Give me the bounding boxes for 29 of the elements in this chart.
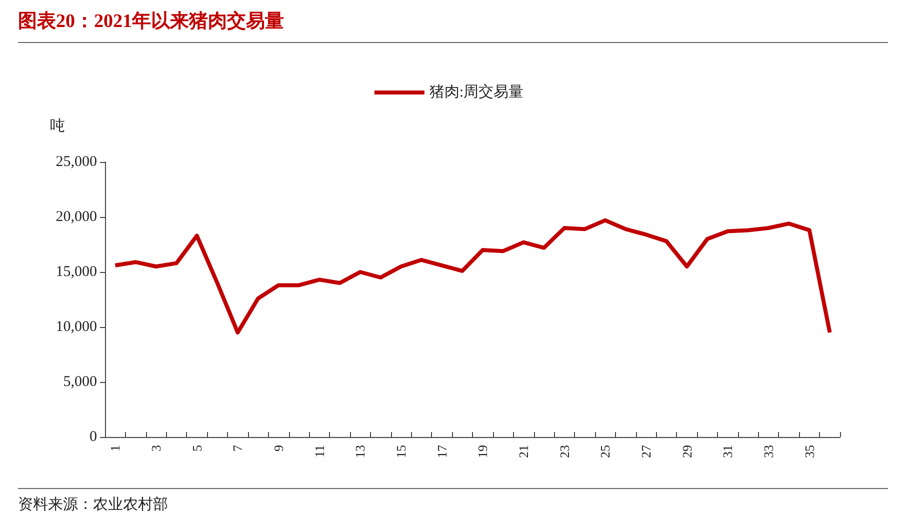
- x-tick-label: 5: [189, 445, 204, 452]
- x-tick-label: 21: [516, 445, 532, 458]
- y-tick-label: 20,000: [56, 209, 97, 225]
- y-tick-label: 15,000: [56, 264, 97, 280]
- text: 资料来源：农业农村部: [18, 488, 888, 514]
- x-tick-label: 19: [475, 445, 490, 458]
- y-tick-label: 25,000: [56, 154, 97, 170]
- y-axis-title: 吨: [50, 118, 65, 134]
- x-tick-label: 13: [352, 445, 368, 458]
- x-tick-label: 3: [148, 445, 164, 452]
- x-tick-label: 7: [230, 444, 246, 452]
- x-tick-label: 33: [761, 445, 776, 458]
- x-tick-label: 31: [720, 445, 736, 458]
- x-tick-label: 35: [802, 445, 817, 458]
- y-tick-label: 10,000: [56, 319, 97, 335]
- x-tick-label: 23: [556, 445, 572, 458]
- chart-title: 图表20：2021年以来猪肉交易量: [18, 8, 888, 43]
- legend-label: 猪肉:周交易量: [429, 84, 524, 100]
- x-tick-label: 25: [598, 445, 613, 458]
- x-tick-label: 11: [312, 445, 327, 458]
- x-tick-label: 29: [679, 445, 694, 458]
- x-tick-label: 15: [394, 445, 409, 458]
- x-tick-label: 17: [434, 444, 450, 458]
- x-tick-label: 9: [271, 445, 286, 452]
- x-tick-label: 1: [108, 445, 123, 452]
- x-tick-label: 27: [638, 444, 654, 458]
- line-series: [113, 218, 832, 334]
- y-tick-label: 5,000: [63, 374, 97, 390]
- y-tick-label: 0: [90, 429, 97, 445]
